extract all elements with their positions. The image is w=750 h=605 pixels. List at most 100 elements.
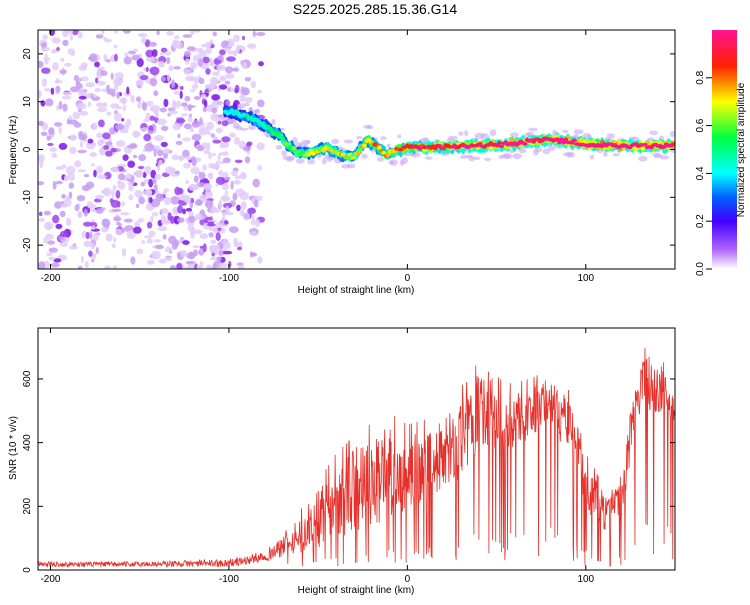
- noise-speckle: [225, 206, 230, 213]
- noise-speckle: [83, 174, 90, 178]
- noise-speckle: [205, 264, 213, 269]
- noise-speckle: [134, 221, 141, 229]
- trace-halo: [248, 124, 256, 130]
- noise-speckle: [119, 212, 130, 216]
- spectrogram-ytick-label: -20: [22, 237, 33, 252]
- noise-speckle: [227, 50, 236, 55]
- noise-speckle: [106, 84, 110, 92]
- noise-speckle: [179, 250, 188, 255]
- trace-core: [661, 145, 667, 149]
- noise-speckle: [106, 38, 112, 43]
- noise-speckle: [55, 223, 63, 230]
- noise-speckle: [204, 184, 211, 193]
- trace-core: [351, 155, 357, 160]
- snr-xlabel: Height of straight line (km): [298, 585, 415, 596]
- noise-speckle: [54, 201, 63, 209]
- trace-halo: [562, 129, 569, 134]
- noise-speckle: [191, 84, 199, 90]
- snr-xtick-label: 100: [577, 574, 594, 585]
- noise-speckle: [52, 181, 57, 190]
- noise-speckle: [97, 139, 104, 147]
- trace-halo: [468, 155, 476, 162]
- noise-speckle: [88, 53, 98, 63]
- noise-speckle: [125, 118, 132, 127]
- noise-speckle: [220, 195, 229, 202]
- noise-speckle: [71, 30, 79, 36]
- noise-speckle: [167, 73, 171, 82]
- noise-speckle: [38, 218, 45, 222]
- noise-speckle: [224, 151, 228, 155]
- noise-speckle: [167, 212, 172, 222]
- noise-speckle: [154, 134, 164, 142]
- noise-speckle: [47, 240, 55, 245]
- noise-speckle: [224, 176, 231, 180]
- noise-speckle: [68, 191, 73, 199]
- noise-speckle: [164, 256, 172, 262]
- noise-speckle: [133, 226, 142, 234]
- noise-speckle: [173, 66, 181, 70]
- noise-speckle: [46, 252, 53, 257]
- noise-speckle: [174, 170, 180, 175]
- noise-speckle: [174, 35, 180, 40]
- noise-speckle: [59, 242, 68, 247]
- noise-speckle: [167, 113, 171, 117]
- noise-speckle: [212, 208, 222, 213]
- noise-speckle: [149, 197, 153, 203]
- noise-speckle: [215, 183, 219, 187]
- noise-speckle: [164, 50, 172, 56]
- noise-speckle: [224, 41, 229, 46]
- noise-speckle: [255, 32, 266, 36]
- trace-halo: [473, 156, 481, 161]
- noise-speckle: [231, 68, 240, 72]
- noise-speckle: [221, 120, 229, 127]
- noise-speckle: [123, 56, 132, 65]
- noise-speckle: [256, 142, 265, 150]
- noise-speckle: [133, 48, 138, 53]
- colorbar-tick-label: 0.0: [695, 262, 706, 276]
- noise-speckle: [58, 142, 68, 150]
- noise-speckle: [183, 162, 191, 169]
- noise-speckle: [103, 37, 108, 41]
- noise-speckle: [141, 240, 146, 244]
- noise-speckle: [236, 204, 241, 211]
- snr-xtick-label: -100: [219, 574, 239, 585]
- noise-speckle: [185, 207, 193, 212]
- trace-core: [670, 142, 675, 147]
- noise-speckle: [195, 199, 203, 206]
- trace-halo: [306, 139, 311, 144]
- noise-speckle: [181, 113, 189, 117]
- noise-speckle: [59, 210, 66, 218]
- noise-speckle: [149, 41, 157, 47]
- noise-speckle: [97, 107, 108, 113]
- trace-core: [267, 126, 273, 131]
- noise-speckle: [198, 171, 206, 180]
- noise-speckle: [81, 230, 88, 239]
- noise-speckle: [235, 44, 241, 54]
- noise-speckle: [151, 250, 161, 260]
- noise-speckle: [48, 247, 58, 253]
- noise-speckle: [54, 122, 63, 127]
- noise-speckle: [49, 30, 55, 36]
- noise-speckle: [61, 164, 67, 169]
- noise-speckle: [203, 149, 210, 155]
- noise-speckle: [151, 212, 159, 217]
- noise-speckle: [236, 262, 244, 266]
- noise-speckle: [121, 227, 126, 233]
- noise-speckle: [196, 265, 202, 269]
- noise-speckle: [234, 159, 243, 163]
- noise-speckle: [228, 226, 239, 234]
- trace-halo: [638, 155, 648, 162]
- noise-speckle: [218, 170, 224, 176]
- noise-speckle: [115, 140, 126, 147]
- noise-speckle: [150, 198, 161, 208]
- noise-speckle: [202, 56, 210, 64]
- noise-speckle: [69, 34, 74, 41]
- noise-speckle: [197, 58, 203, 67]
- trace-halo: [534, 147, 543, 153]
- noise-speckle: [177, 217, 185, 223]
- noise-speckle: [132, 130, 140, 138]
- noise-speckle: [251, 214, 255, 221]
- noise-speckle: [242, 61, 248, 70]
- noise-speckle: [160, 52, 165, 56]
- noise-speckle: [79, 141, 83, 148]
